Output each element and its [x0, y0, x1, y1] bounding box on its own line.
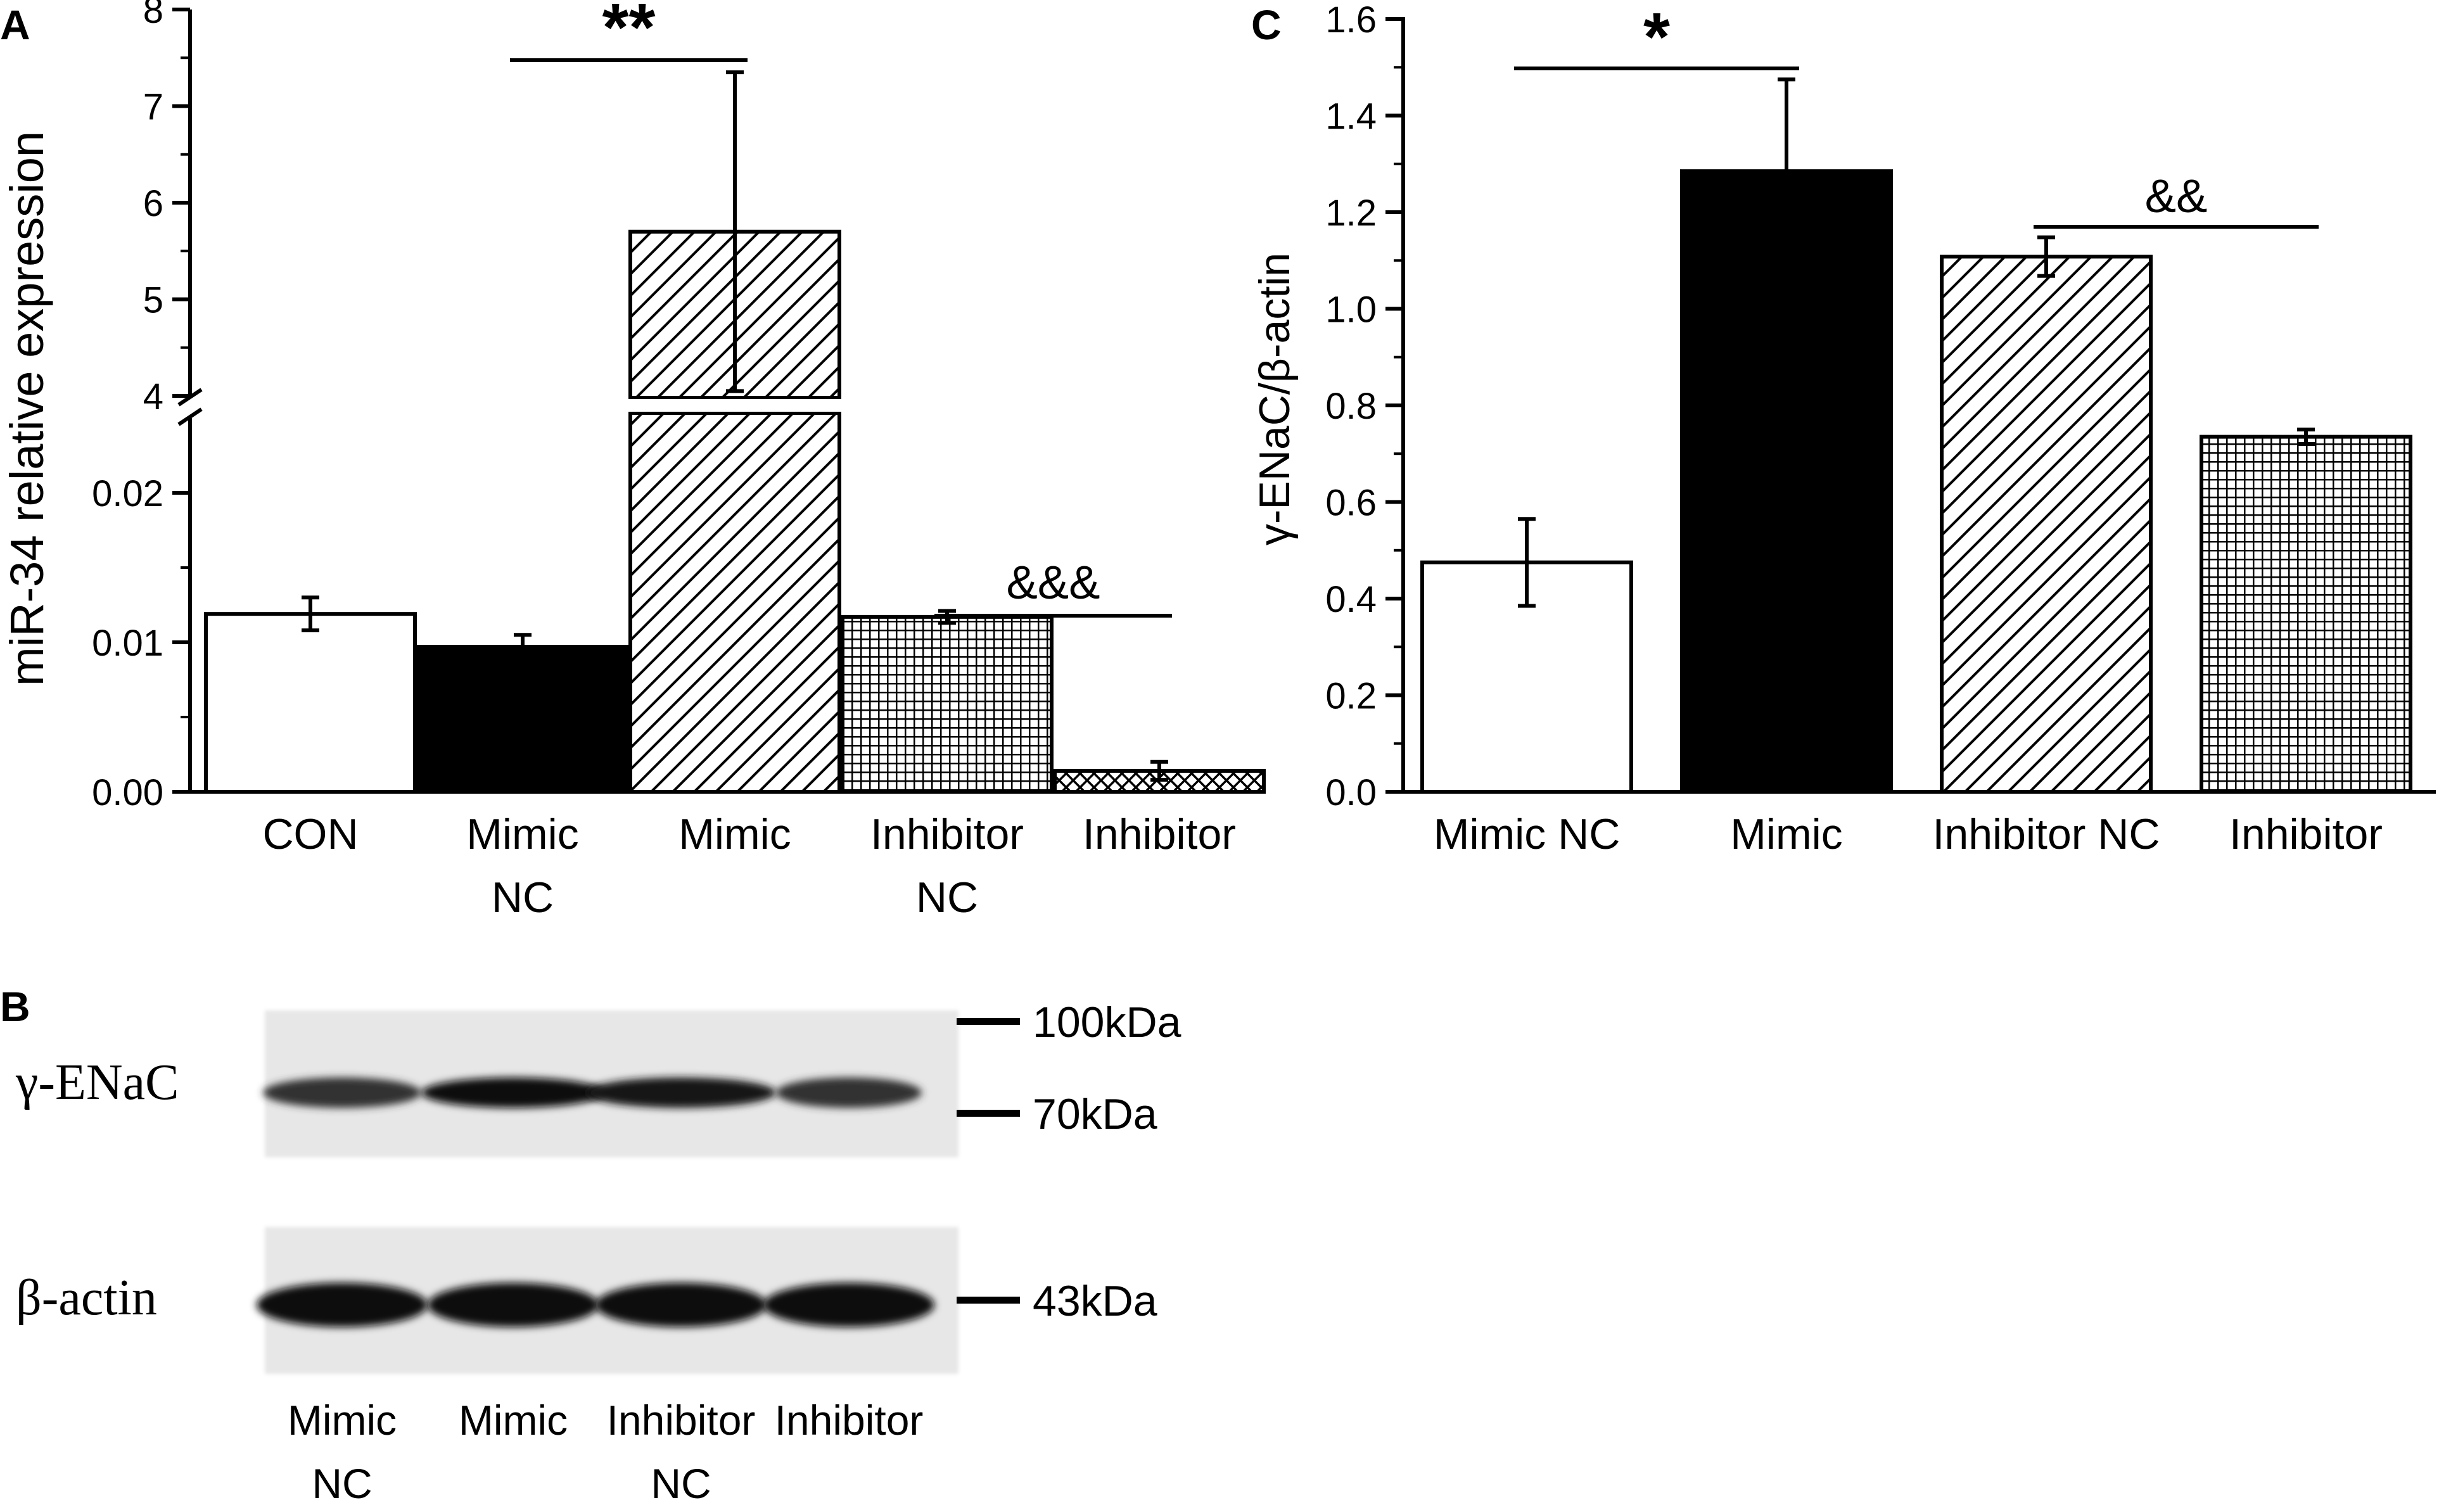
chart-a-significance: ** &&& [510, 0, 1172, 618]
chart-c-tick-label: 0.2 [1325, 676, 1377, 717]
chart-c-ticks: 0.0 0.2 0.4 0.6 0.8 1.0 1.2 1.4 1.6 [1325, 0, 1403, 813]
blot-lane-labels: Mimic NC Mimic Inhibitor NC Inhibitor [288, 1397, 924, 1507]
blot-lane-label: Mimic [459, 1397, 568, 1444]
chart-a-significance-label: ** [602, 0, 655, 65]
chart-c-ylabel: γ-ENaC/β-actin [1251, 253, 1299, 545]
chart-a-category-label-line2: NC [916, 874, 978, 922]
chart-c-bar [1680, 169, 1893, 794]
chart-c: 0.0 0.2 0.4 0.6 0.8 1.0 1.2 1.4 1.6 γ-ENaC/β-act… [1251, 0, 2436, 858]
chart-c-tick-label: 1.2 [1325, 193, 1377, 234]
marker-tick-43kda [957, 1297, 1020, 1304]
marker-label-100kda: 100kDa [1033, 998, 1181, 1046]
panel-label-b: B [0, 983, 30, 1030]
blot-row-label-beta-actin: β-actin [16, 1270, 157, 1326]
chart-c-tick-label: 1.4 [1325, 96, 1377, 137]
chart-a-tick-label: 6 [143, 183, 163, 224]
chart-a-ticks: 4 5 6 7 8 0.00 0.01 0.02 [92, 0, 190, 813]
chart-c-significance-label: * [1643, 0, 1670, 75]
chart-a-bars [204, 70, 1266, 794]
chart-c-tick-label: 0.6 [1325, 483, 1377, 524]
chart-c-bar [2200, 435, 2412, 794]
chart-a-bar-lower-part [628, 411, 841, 794]
chart-c-category-label: Mimic [1730, 810, 1843, 858]
chart-c-tick-label: 0.0 [1325, 772, 1377, 813]
blot-lane-label-line2: NC [651, 1460, 711, 1507]
chart-c-category-label: Mimic NC [1434, 810, 1621, 858]
blot-band [421, 1077, 605, 1108]
chart-a-significance-label: &&& [1006, 556, 1100, 609]
marker-tick-100kda [957, 1018, 1020, 1025]
western-blot: γ-ENaC β-actin 100kDa 70kDa 43kDa Mimic N… [15, 998, 1181, 1507]
chart-a-category-label: Mimic [466, 810, 579, 858]
chart-a: 4 5 6 7 8 0.00 0.01 0.02 miR-34 relative expres… [1, 0, 1266, 922]
chart-a-bar [841, 614, 1054, 794]
chart-c-tick-label: 1.0 [1325, 289, 1377, 331]
blot-band [257, 1283, 428, 1327]
chart-c-bars [1420, 77, 2412, 794]
chart-a-tick-label: 5 [143, 280, 163, 321]
marker-label-70kda: 70kDa [1033, 1090, 1157, 1138]
chart-c-tick-label: 0.4 [1325, 579, 1377, 620]
chart-c-significance: * && [1514, 0, 2319, 229]
blot-band [763, 1283, 934, 1327]
chart-a-tick-label: 4 [143, 376, 163, 417]
blot-bands [257, 1077, 934, 1327]
blot-band [263, 1077, 421, 1108]
panel-label-c: C [1251, 1, 1282, 48]
chart-c-bar [1940, 255, 2153, 794]
chart-a-bar [416, 645, 629, 794]
chart-c-category-label: Inhibitor [2229, 810, 2383, 858]
chart-a-ylabel: miR-34 relative expression [1, 131, 53, 686]
panel-label-a: A [0, 1, 30, 48]
chart-a-bar [204, 612, 417, 794]
blot-lane-label: Inhibitor [607, 1397, 756, 1444]
blot-row-label-gamma-enac: γ-ENaC [15, 1055, 179, 1110]
chart-a-category-label: Inhibitor [870, 810, 1024, 858]
chart-a-category-labels: CON Mimic NC Mimic Inhibitor NC Inhibitor [262, 810, 1236, 922]
chart-a-tick-label: 0.00 [92, 772, 163, 813]
blot-lane-label: Mimic [288, 1397, 397, 1444]
chart-c-tick-label: 0.8 [1325, 386, 1377, 427]
chart-a-category-label-line2: NC [492, 874, 554, 922]
marker-tick-70kda [957, 1110, 1020, 1117]
chart-a-category-label: Mimic [678, 810, 791, 858]
chart-c-significance-label: && [2145, 170, 2208, 222]
chart-a-bar-break-gap [627, 399, 843, 412]
chart-a-tick-label: 0.01 [92, 623, 163, 664]
chart-a-axis-break-mark [177, 407, 203, 426]
marker-label-43kda: 43kDa [1033, 1277, 1157, 1325]
blot-lane-label: Inhibitor [775, 1397, 924, 1444]
blot-band [595, 1283, 767, 1327]
blot-band [586, 1077, 776, 1108]
chart-c-category-label: Inhibitor NC [1932, 810, 2160, 858]
chart-a-tick-label: 7 [143, 87, 163, 128]
chart-c-tick-label: 1.6 [1325, 0, 1377, 41]
blot-band [428, 1283, 599, 1327]
blot-lane-label-line2: NC [312, 1460, 372, 1507]
blot-band [776, 1077, 922, 1108]
chart-c-category-labels: Mimic NC Mimic Inhibitor NC Inhibitor [1434, 810, 2383, 858]
chart-a-category-label: Inhibitor [1083, 810, 1236, 858]
chart-a-tick-label: 0.02 [92, 473, 163, 514]
chart-a-category-label: CON [262, 810, 358, 858]
chart-a-tick-label: 8 [143, 0, 163, 31]
